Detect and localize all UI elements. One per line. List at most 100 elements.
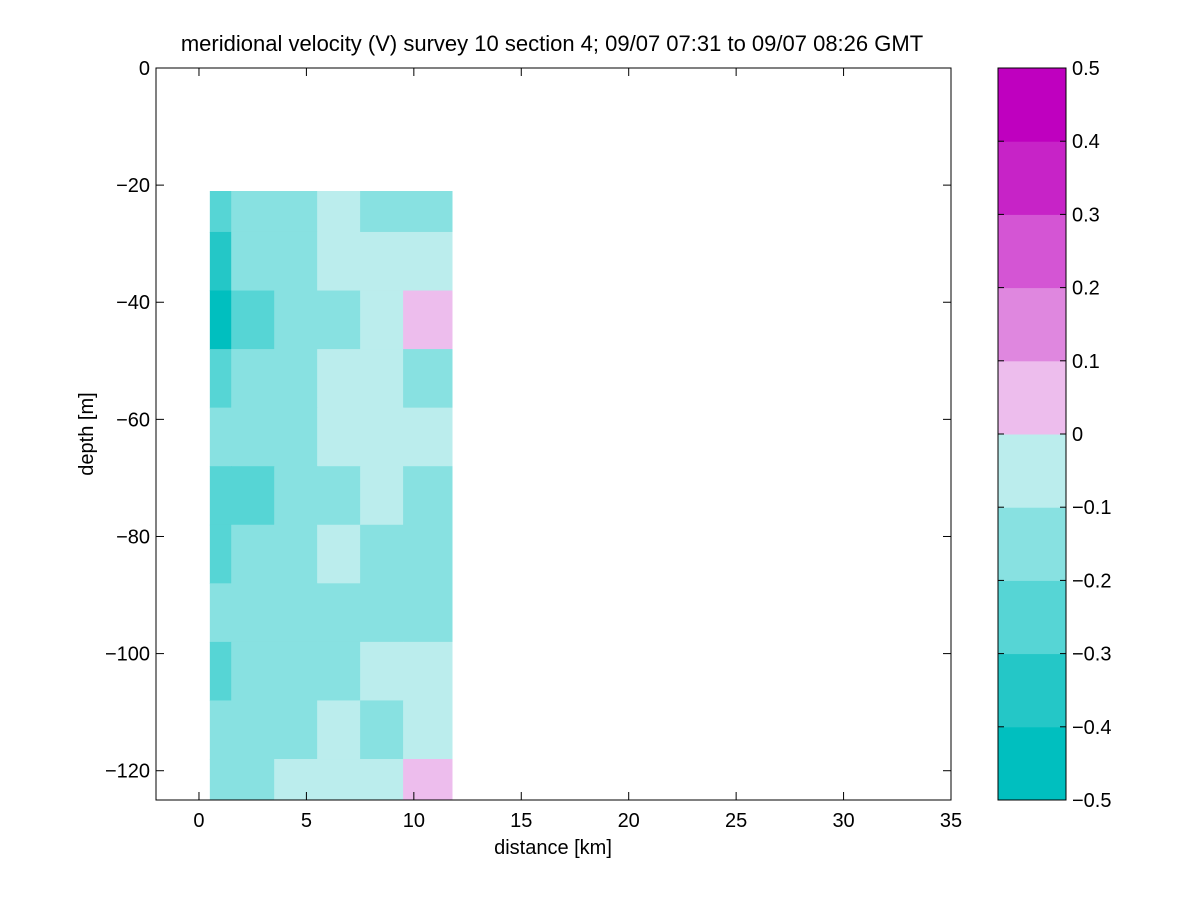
field-cell <box>403 231 453 292</box>
field-cell <box>231 290 275 350</box>
field-cell <box>360 349 404 409</box>
field-cell <box>360 524 404 584</box>
field-cell <box>403 349 453 409</box>
field-cell <box>209 524 232 584</box>
plot-frame <box>155 67 952 801</box>
field-cell <box>360 190 404 233</box>
x-tick-label: 15 <box>510 810 532 832</box>
field-cell <box>403 290 453 350</box>
x-tick-label: 0 <box>193 810 204 832</box>
field-cell <box>403 583 453 643</box>
field-cell <box>317 190 361 233</box>
velocity-field <box>209 190 453 800</box>
field-cell <box>317 641 361 702</box>
x-tick-label: 20 <box>618 810 640 832</box>
field-cell <box>317 290 361 350</box>
plot-area: 0 5 10 15 20 25 30 35 0 −20 −40 −60 −80 −100 −120 <box>105 58 962 832</box>
field-cell <box>274 759 318 800</box>
field-cell <box>209 190 232 233</box>
x-tick-label: 25 <box>725 810 747 832</box>
y-tick-label: −120 <box>105 761 150 783</box>
colorbar-tick-label: −0.4 <box>1072 717 1111 739</box>
colorbar: −0.5 −0.4 −0.3 −0.2 −0.1 0 0.1 0.2 0.3 0.4 0.5 <box>997 58 1111 812</box>
field-cell <box>209 583 232 643</box>
field-cell <box>360 231 404 292</box>
field-cell <box>209 700 232 760</box>
colorbar-swatch <box>998 68 1066 142</box>
field-cell <box>209 466 232 526</box>
field-cell <box>317 231 361 292</box>
field-cell <box>274 524 318 584</box>
y-tick-label: −80 <box>116 526 150 548</box>
colorbar-tick-label: −0.5 <box>1072 790 1111 812</box>
y-axis-label: depth [m] <box>76 392 98 475</box>
field-cell <box>360 700 404 760</box>
field-cell <box>231 349 275 409</box>
field-cell <box>209 290 232 350</box>
colorbar-tick-label: −0.1 <box>1072 497 1111 519</box>
field-cell <box>274 583 318 643</box>
field-cell <box>403 759 453 800</box>
colorbar-tick-label: 0.4 <box>1072 131 1100 153</box>
field-cell <box>403 641 453 702</box>
y-tick-label: 0 <box>139 58 150 80</box>
field-cell <box>209 641 232 702</box>
field-cell <box>360 583 404 643</box>
colorbar-swatch <box>998 653 1066 728</box>
field-cell <box>274 190 318 233</box>
field-cell <box>360 641 404 702</box>
field-cell <box>403 407 453 467</box>
colorbar-swatch <box>998 214 1066 289</box>
colorbar-tick-label: −0.2 <box>1072 570 1111 592</box>
colorbar-tick-label: 0.3 <box>1072 204 1100 226</box>
field-cell <box>274 407 318 467</box>
colorbar-tick-label: 0.2 <box>1072 278 1100 300</box>
field-cell <box>403 700 453 760</box>
field-cell <box>317 700 361 760</box>
colorbar-swatch <box>998 434 1066 508</box>
field-cell <box>317 407 361 467</box>
field-cell <box>403 466 453 526</box>
field-cell <box>403 524 453 584</box>
field-cell <box>209 231 232 292</box>
field-cell <box>317 524 361 584</box>
y-axis: 0 −20 −40 −60 −80 −100 −120 <box>105 58 951 783</box>
y-tick-label: −100 <box>105 644 150 666</box>
y-tick-label: −60 <box>116 409 150 431</box>
field-cell <box>274 466 318 526</box>
x-tick-label: 30 <box>832 810 854 832</box>
x-axis: 0 5 10 15 20 25 30 35 <box>193 68 962 832</box>
y-tick-label: −40 <box>116 292 150 314</box>
field-cell <box>274 641 318 702</box>
colorbar-swatch <box>998 287 1066 362</box>
colorbar-swatch <box>998 580 1066 655</box>
field-cell <box>231 759 275 800</box>
chart-title: meridional velocity (V) survey 10 sectio… <box>181 31 923 56</box>
x-tick-label: 5 <box>301 810 312 832</box>
field-cell <box>317 349 361 409</box>
field-cell <box>274 700 318 760</box>
y-tick-label: −20 <box>116 175 150 197</box>
field-cell <box>231 641 275 702</box>
field-cell <box>360 466 404 526</box>
field-cell <box>403 190 453 233</box>
colorbar-tick-label: 0.1 <box>1072 351 1100 373</box>
field-cell <box>231 190 275 233</box>
colorbar-swatch <box>998 507 1066 581</box>
x-tick-label: 35 <box>940 810 962 832</box>
field-cell <box>360 290 404 350</box>
field-cell <box>317 583 361 643</box>
field-cell <box>231 407 275 467</box>
field-cell <box>360 759 404 800</box>
field-cell <box>317 466 361 526</box>
field-cell <box>209 407 232 467</box>
field-cell <box>209 759 232 800</box>
colorbar-swatch <box>998 141 1066 215</box>
colorbar-tick-label: −0.3 <box>1072 644 1111 666</box>
field-cell <box>231 466 275 526</box>
field-cell <box>231 700 275 760</box>
field-cell <box>231 583 275 643</box>
colorbar-tick-label: 0.5 <box>1072 58 1100 80</box>
colorbar-swatch <box>998 360 1066 435</box>
